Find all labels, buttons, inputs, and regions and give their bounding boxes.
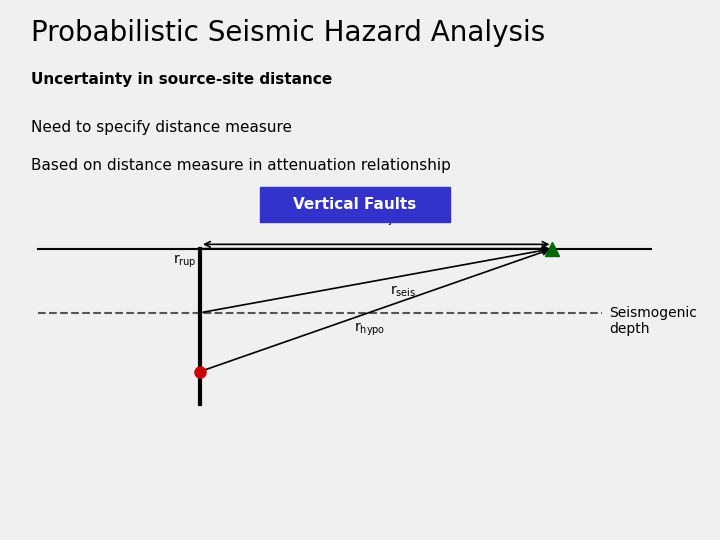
Text: Probabilistic Seismic Hazard Analysis: Probabilistic Seismic Hazard Analysis — [31, 19, 545, 47]
FancyBboxPatch shape — [260, 187, 450, 222]
Text: Uncertainty in source-site distance: Uncertainty in source-site distance — [31, 72, 332, 87]
Text: Vertical Faults: Vertical Faults — [294, 197, 417, 212]
Text: r$_{\mathregular{jb}}$: r$_{\mathregular{jb}}$ — [381, 207, 400, 228]
Text: Seismogenic
depth: Seismogenic depth — [609, 306, 697, 336]
Text: r$_{\mathregular{rup}}$: r$_{\mathregular{rup}}$ — [173, 253, 197, 270]
Text: r$_{\mathregular{hypo}}$: r$_{\mathregular{hypo}}$ — [354, 321, 385, 338]
Text: r$_{\mathregular{seis}}$: r$_{\mathregular{seis}}$ — [390, 284, 417, 299]
Text: Based on distance measure in attenuation relationship: Based on distance measure in attenuation… — [31, 158, 451, 173]
Text: Need to specify distance measure: Need to specify distance measure — [31, 120, 292, 136]
